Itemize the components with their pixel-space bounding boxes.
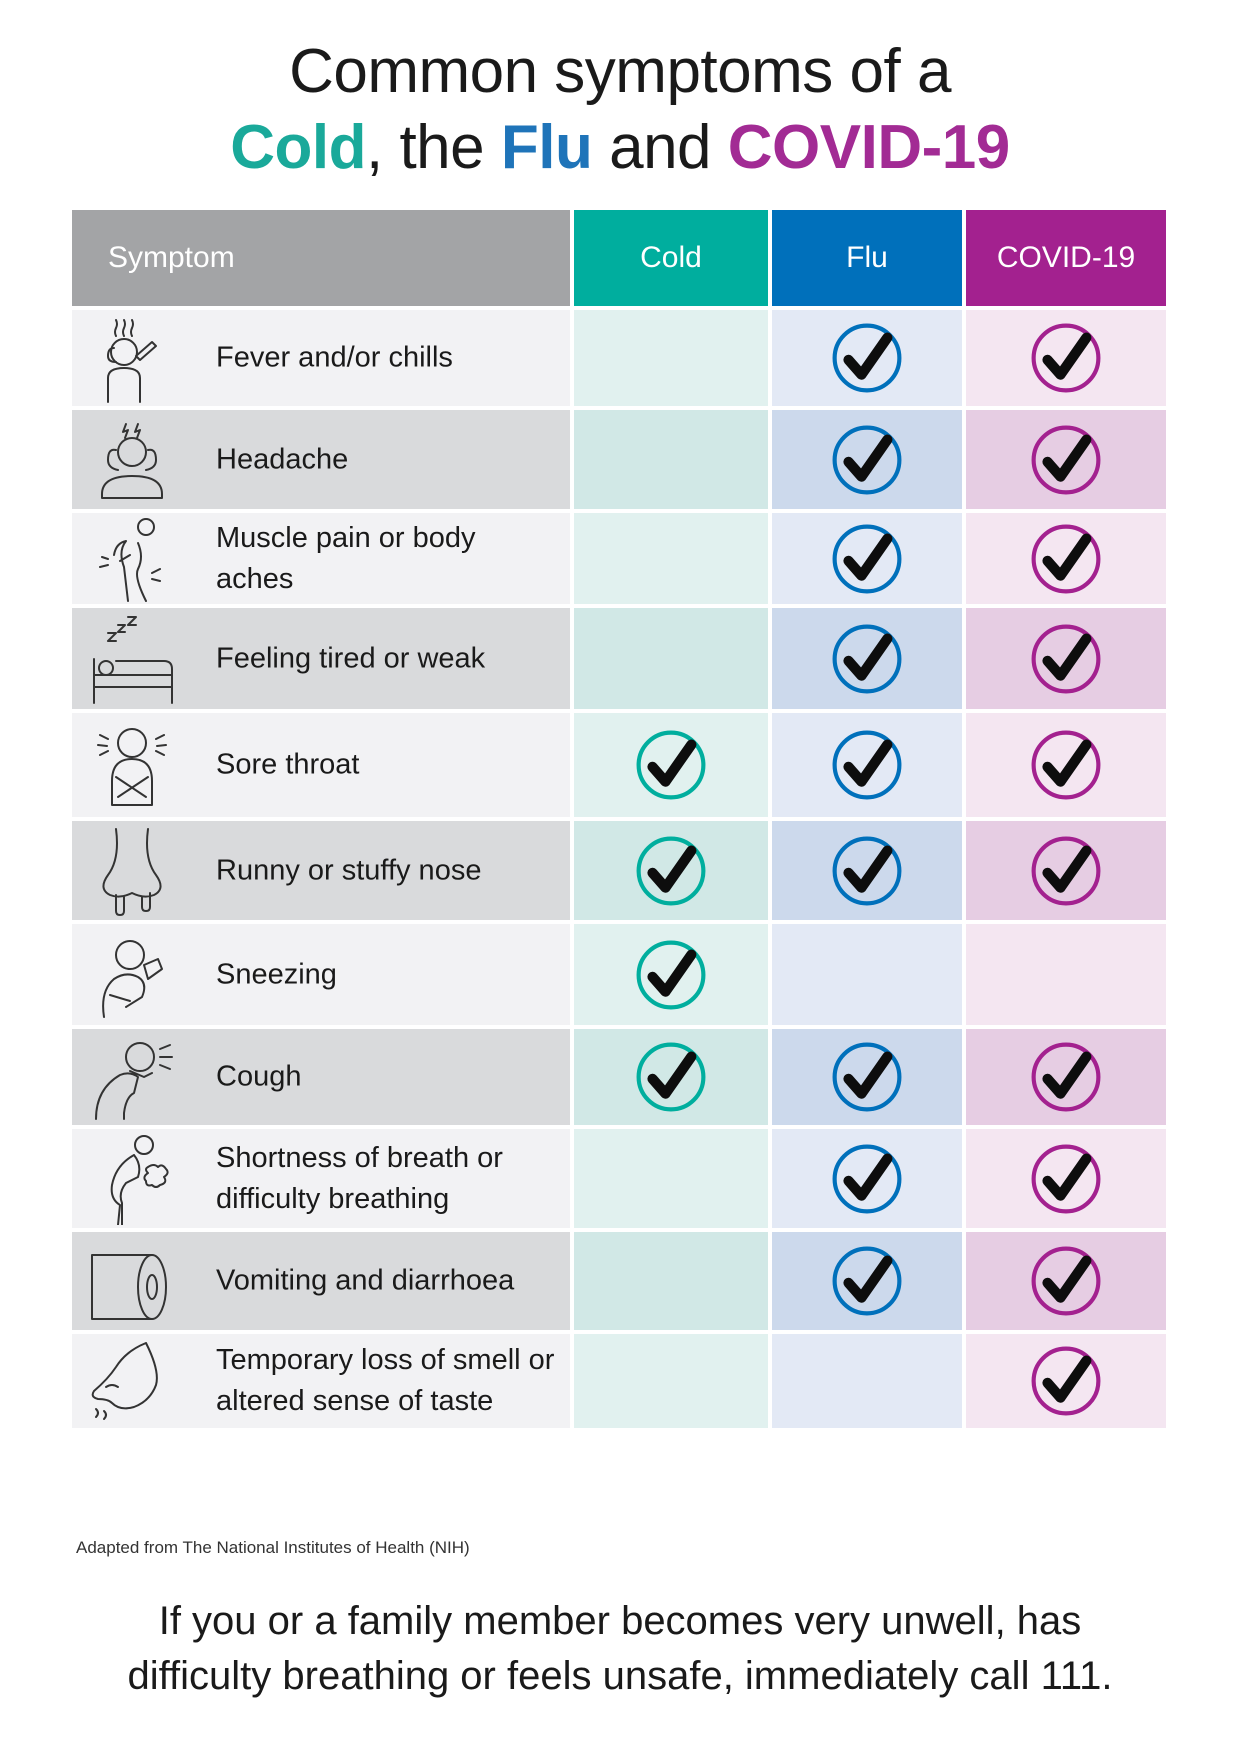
cold-cell — [574, 310, 768, 406]
breathing-icon — [86, 1133, 178, 1226]
cold-cell — [574, 608, 768, 709]
header-covid: COVID-19 — [966, 210, 1166, 306]
cold-cell — [574, 1129, 768, 1228]
symptom-label: Fever and/or chills — [216, 341, 453, 374]
title-separator-1: , the — [366, 113, 501, 182]
table-row: Runny or stuffy nose — [72, 821, 1166, 920]
title-separator-2: and — [592, 113, 728, 182]
warning-message: If you or a family member becomes very u… — [0, 1594, 1240, 1704]
covid-cell — [966, 1029, 1166, 1125]
flu-cell — [772, 1334, 962, 1428]
header-flu: Flu — [772, 210, 962, 306]
cold-cell — [574, 1334, 768, 1428]
symptom-cell: Fever and/or chills — [72, 310, 570, 406]
symptom-label: Feeling tired or weak — [216, 642, 486, 674]
sleeping-bed-icon — [86, 613, 178, 705]
covid-cell — [966, 713, 1166, 817]
warning-line-2: difficulty breathing or feels unsafe, im… — [127, 1654, 1113, 1698]
sneezing-icon — [86, 929, 178, 1021]
cold-cell — [574, 513, 768, 604]
title-covid: COVID-19 — [727, 113, 1010, 182]
table-row: Fever and/or chills — [72, 310, 1166, 406]
headache-icon — [86, 414, 178, 506]
table-row: Sneezing — [72, 924, 1166, 1025]
covid-cell — [966, 924, 1166, 1025]
table-row: Cough — [72, 1029, 1166, 1125]
flu-cell — [772, 1232, 962, 1330]
covid-cell — [966, 1129, 1166, 1228]
covid-cell — [966, 1232, 1166, 1330]
covid-cell — [966, 1334, 1166, 1428]
table-row: Shortness of breath or difficulty breath… — [72, 1129, 1166, 1228]
symptom-label: Cough — [216, 1060, 302, 1093]
flu-cell — [772, 1129, 962, 1228]
cold-cell — [574, 924, 768, 1025]
cold-cell — [574, 410, 768, 509]
flu-cell — [772, 1029, 962, 1125]
body-aches-icon — [86, 513, 178, 605]
header-symptom: Symptom — [72, 210, 570, 306]
covid-cell — [966, 608, 1166, 709]
flu-cell — [772, 410, 962, 509]
table-row: Vomiting and diarrhoea — [72, 1232, 1166, 1330]
cold-cell — [574, 1232, 768, 1330]
symptom-label: Sneezing — [216, 958, 337, 990]
title-line-2: Cold, the Flu and COVID-19 — [0, 112, 1240, 183]
symptom-label: Runny or stuffy nose — [216, 854, 482, 886]
flu-cell — [772, 513, 962, 604]
covid-cell — [966, 410, 1166, 509]
symptom-cell: Muscle pain or body aches — [72, 513, 570, 604]
cough-icon — [86, 1031, 178, 1123]
toilet-roll-icon — [86, 1235, 178, 1327]
flu-cell — [772, 608, 962, 709]
title-cold: Cold — [230, 113, 366, 182]
fever-icon — [86, 312, 178, 404]
source-note: Adapted from The National Institutes of … — [76, 1538, 470, 1557]
covid-cell — [966, 513, 1166, 604]
table-row: Temporary loss of smell or altered sense… — [72, 1334, 1166, 1428]
symptom-cell: Cough — [72, 1029, 570, 1125]
flu-cell — [772, 821, 962, 920]
cold-cell — [574, 1029, 768, 1125]
symptom-label: Temporary loss of smell or altered sense… — [216, 1344, 555, 1417]
symptom-cell: Sore throat — [72, 713, 570, 817]
symptom-cell: Runny or stuffy nose — [72, 821, 570, 920]
table-row: Muscle pain or body aches — [72, 513, 1166, 604]
cold-cell — [574, 713, 768, 817]
title-line-1: Common symptoms of a — [289, 37, 951, 106]
runny-nose-icon — [86, 825, 178, 917]
sore-throat-icon — [86, 719, 178, 811]
title-flu: Flu — [500, 113, 593, 182]
symptom-cell: Shortness of breath or difficulty breath… — [72, 1129, 570, 1228]
smell-taste-icon — [86, 1335, 178, 1427]
symptom-label: Sore throat — [216, 748, 360, 781]
symptom-cell: Vomiting and diarrhoea — [72, 1232, 570, 1330]
flu-cell — [772, 310, 962, 406]
table-row: Headache — [72, 410, 1166, 509]
symptom-cell: Temporary loss of smell or altered sense… — [72, 1334, 570, 1428]
symptom-cell: Sneezing — [72, 924, 570, 1025]
symptom-label: Shortness of breath or difficulty breath… — [216, 1141, 503, 1215]
warning-line-1: If you or a family member becomes very u… — [158, 1599, 1082, 1643]
symptom-cell: Headache — [72, 410, 570, 509]
table-row: Feeling tired or weak — [72, 608, 1166, 709]
covid-cell — [966, 821, 1166, 920]
flu-cell — [772, 713, 962, 817]
symptom-label: Vomiting and diarrhoea — [216, 1264, 515, 1297]
cold-cell — [574, 821, 768, 920]
flu-cell — [772, 924, 962, 1025]
symptom-label: Muscle pain or body aches — [216, 521, 476, 595]
symptom-label: Headache — [216, 443, 349, 475]
covid-cell — [966, 310, 1166, 406]
header-cold: Cold — [574, 210, 768, 306]
symptom-cell: Feeling tired or weak — [72, 608, 570, 709]
table-row: Sore throat — [72, 713, 1166, 817]
